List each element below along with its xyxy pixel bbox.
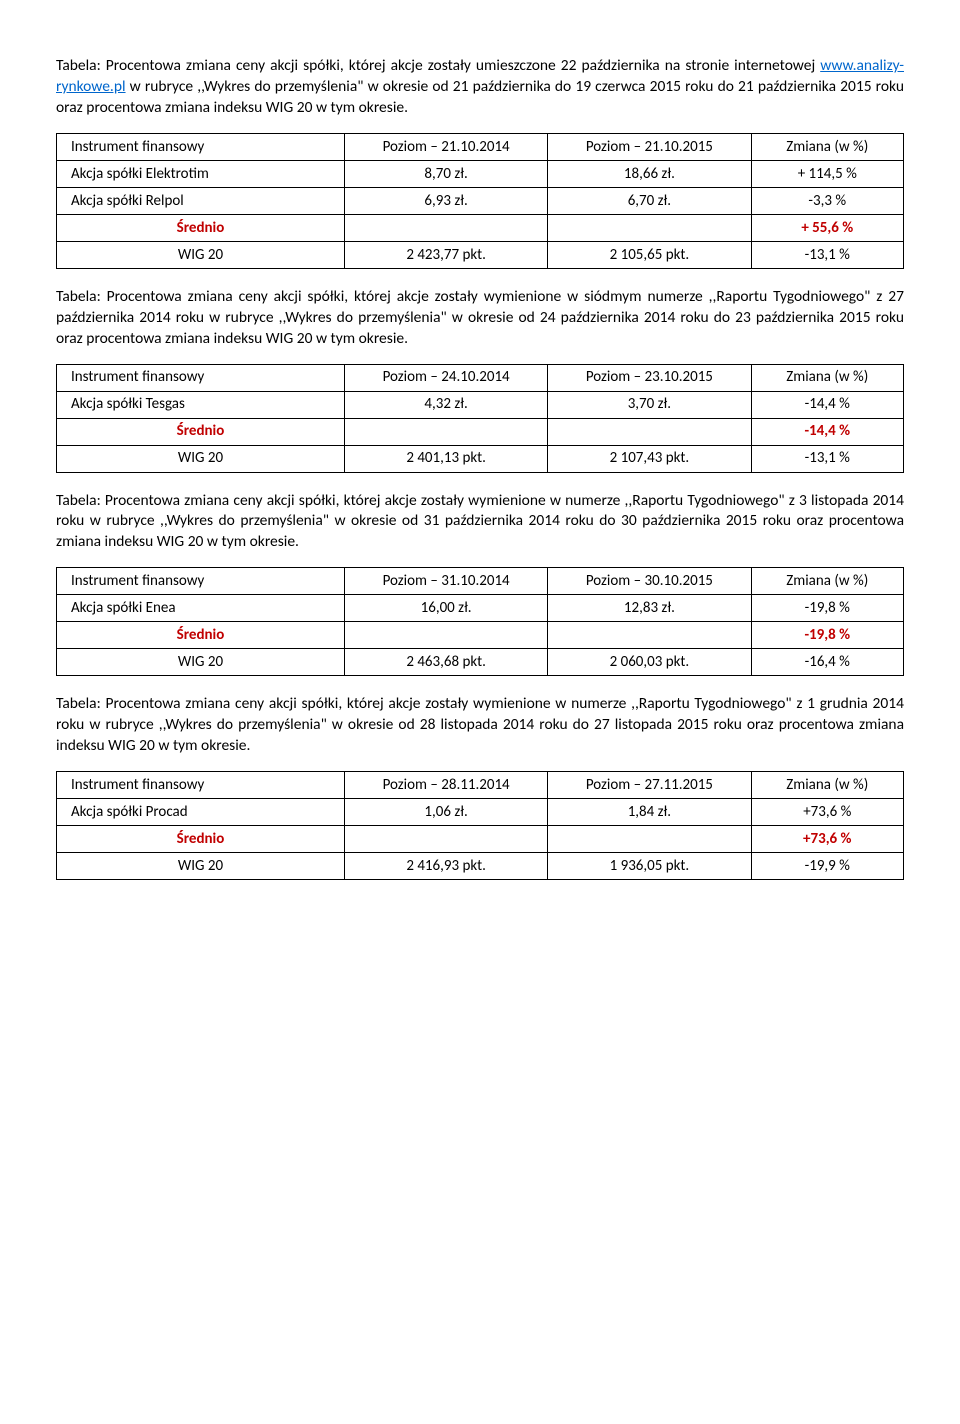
header-level-end: Poziom – 21.10.2015	[548, 133, 751, 160]
average-label: Średnio	[57, 418, 345, 445]
table-header-row: Instrument finansowy Poziom – 28.11.2014…	[57, 772, 904, 799]
header-instrument: Instrument finansowy	[57, 133, 345, 160]
header-change: Zmiana (w %)	[751, 568, 903, 595]
average-row: Średnio -19,8 %	[57, 622, 904, 649]
intro-paragraph-3: Tabela: Procentowa zmiana ceny akcji spó…	[56, 491, 904, 554]
price-change-table-4: Instrument finansowy Poziom – 28.11.2014…	[56, 771, 904, 880]
wig-label: WIG 20	[57, 853, 345, 880]
table-header-row: Instrument finansowy Poziom – 31.10.2014…	[57, 568, 904, 595]
instrument-cell: Akcja spółki Procad	[57, 799, 345, 826]
header-level-end: Poziom – 27.11.2015	[548, 772, 751, 799]
value-cell: 1,84 zł.	[548, 799, 751, 826]
average-row: Średnio + 55,6 %	[57, 214, 904, 241]
wig-label: WIG 20	[57, 649, 345, 676]
value-cell: 2 105,65 pkt.	[548, 241, 751, 268]
value-cell: 12,83 zł.	[548, 595, 751, 622]
wig-label: WIG 20	[57, 241, 345, 268]
value-cell: 3,70 zł.	[548, 391, 751, 418]
average-value: + 55,6 %	[751, 214, 903, 241]
change-cell: -14,4 %	[751, 391, 903, 418]
value-cell: 2 423,77 pkt.	[344, 241, 547, 268]
instrument-cell: Akcja spółki Elektrotim	[57, 160, 345, 187]
value-cell: 6,93 zł.	[344, 187, 547, 214]
change-cell: -19,9 %	[751, 853, 903, 880]
empty-cell	[344, 622, 547, 649]
price-change-table-1: Instrument finansowy Poziom – 21.10.2014…	[56, 133, 904, 269]
header-instrument: Instrument finansowy	[57, 568, 345, 595]
average-label: Średnio	[57, 214, 345, 241]
empty-cell	[548, 418, 751, 445]
empty-cell	[344, 418, 547, 445]
table-row: Akcja spółki Relpol 6,93 zł. 6,70 zł. -3…	[57, 187, 904, 214]
wig-row: WIG 20 2 423,77 pkt. 2 105,65 pkt. -13,1…	[57, 241, 904, 268]
para1-post: w rubryce ,,Wykres do przemyślenia" w ok…	[56, 77, 904, 117]
header-change: Zmiana (w %)	[751, 133, 903, 160]
change-cell: + 114,5 %	[751, 160, 903, 187]
table-row: Akcja spółki Elektrotim 8,70 zł. 18,66 z…	[57, 160, 904, 187]
average-row: Średnio -14,4 %	[57, 418, 904, 445]
header-level-start: Poziom – 31.10.2014	[344, 568, 547, 595]
value-cell: 1 936,05 pkt.	[548, 853, 751, 880]
value-cell: 1,06 zł.	[344, 799, 547, 826]
wig-row: WIG 20 2 463,68 pkt. 2 060,03 pkt. -16,4…	[57, 649, 904, 676]
header-level-start: Poziom – 21.10.2014	[344, 133, 547, 160]
empty-cell	[548, 826, 751, 853]
header-change: Zmiana (w %)	[751, 364, 903, 391]
intro-paragraph-1: Tabela: Procentowa zmiana ceny akcji spó…	[56, 56, 904, 119]
value-cell: 16,00 zł.	[344, 595, 547, 622]
price-change-table-2: Instrument finansowy Poziom – 24.10.2014…	[56, 364, 904, 473]
intro-paragraph-2: Tabela: Procentowa zmiana ceny akcji spó…	[56, 287, 904, 350]
header-level-end: Poziom – 23.10.2015	[548, 364, 751, 391]
value-cell: 18,66 zł.	[548, 160, 751, 187]
price-change-table-3: Instrument finansowy Poziom – 31.10.2014…	[56, 567, 904, 676]
value-cell: 2 463,68 pkt.	[344, 649, 547, 676]
table-header-row: Instrument finansowy Poziom – 24.10.2014…	[57, 364, 904, 391]
wig-row: WIG 20 2 401,13 pkt. 2 107,43 pkt. -13,1…	[57, 445, 904, 472]
empty-cell	[344, 826, 547, 853]
change-cell: -16,4 %	[751, 649, 903, 676]
table-header-row: Instrument finansowy Poziom – 21.10.2014…	[57, 133, 904, 160]
value-cell: 2 060,03 pkt.	[548, 649, 751, 676]
wig-row: WIG 20 2 416,93 pkt. 1 936,05 pkt. -19,9…	[57, 853, 904, 880]
change-cell: +73,6 %	[751, 799, 903, 826]
average-value: -19,8 %	[751, 622, 903, 649]
header-instrument: Instrument finansowy	[57, 364, 345, 391]
empty-cell	[548, 214, 751, 241]
instrument-cell: Akcja spółki Tesgas	[57, 391, 345, 418]
value-cell: 8,70 zł.	[344, 160, 547, 187]
change-cell: -19,8 %	[751, 595, 903, 622]
change-cell: -13,1 %	[751, 445, 903, 472]
instrument-cell: Akcja spółki Relpol	[57, 187, 345, 214]
average-value: -14,4 %	[751, 418, 903, 445]
para1-pre: Tabela: Procentowa zmiana ceny akcji spó…	[56, 56, 820, 75]
value-cell: 2 416,93 pkt.	[344, 853, 547, 880]
header-instrument: Instrument finansowy	[57, 772, 345, 799]
value-cell: 2 107,43 pkt.	[548, 445, 751, 472]
value-cell: 2 401,13 pkt.	[344, 445, 547, 472]
change-cell: -13,1 %	[751, 241, 903, 268]
average-label: Średnio	[57, 622, 345, 649]
change-cell: -3,3 %	[751, 187, 903, 214]
average-value: +73,6 %	[751, 826, 903, 853]
instrument-cell: Akcja spółki Enea	[57, 595, 345, 622]
header-level-start: Poziom – 28.11.2014	[344, 772, 547, 799]
header-level-start: Poziom – 24.10.2014	[344, 364, 547, 391]
average-row: Średnio +73,6 %	[57, 826, 904, 853]
table-row: Akcja spółki Enea 16,00 zł. 12,83 zł. -1…	[57, 595, 904, 622]
average-label: Średnio	[57, 826, 345, 853]
value-cell: 4,32 zł.	[344, 391, 547, 418]
wig-label: WIG 20	[57, 445, 345, 472]
header-level-end: Poziom – 30.10.2015	[548, 568, 751, 595]
empty-cell	[548, 622, 751, 649]
empty-cell	[344, 214, 547, 241]
intro-paragraph-4: Tabela: Procentowa zmiana ceny akcji spó…	[56, 694, 904, 757]
value-cell: 6,70 zł.	[548, 187, 751, 214]
table-row: Akcja spółki Procad 1,06 zł. 1,84 zł. +7…	[57, 799, 904, 826]
header-change: Zmiana (w %)	[751, 772, 903, 799]
table-row: Akcja spółki Tesgas 4,32 zł. 3,70 zł. -1…	[57, 391, 904, 418]
